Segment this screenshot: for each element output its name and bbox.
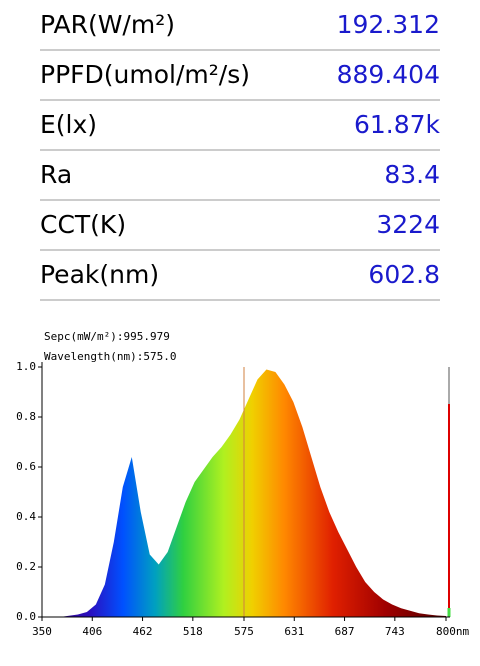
metric-label: E(lx) — [40, 110, 97, 139]
y-tick-label: 1.0 — [16, 360, 36, 373]
metric-value: 3224 — [376, 210, 440, 239]
metric-label: PAR(W/m²) — [40, 10, 175, 39]
y-tick-label: 0.4 — [16, 510, 36, 523]
metric-label: Peak(nm) — [40, 260, 159, 289]
x-tick-label: 575 — [234, 625, 254, 638]
annotation: Wavelength(nm):575.0 — [44, 350, 176, 363]
metric-value: 83.4 — [384, 160, 440, 189]
x-tick-label: 687 — [335, 625, 355, 638]
y-tick-label: 0.2 — [16, 560, 36, 573]
x-tick-label: 800nm — [436, 625, 469, 638]
y-tick-label: 0.8 — [16, 410, 36, 423]
metric-label: CCT(K) — [40, 210, 126, 239]
x-tick-label: 462 — [133, 625, 153, 638]
annotation: Sepc(mW/m²):995.979 — [44, 330, 170, 343]
x-tick-label: 743 — [385, 625, 405, 638]
spectrum-chart: Sepc(mW/m²):995.979 Wavelength(nm):575.0 0… — [16, 330, 469, 638]
metric-value: 602.8 — [368, 260, 440, 289]
metric-value: 889.404 — [337, 60, 440, 89]
x-tick-label: 350 — [32, 625, 52, 638]
metric-value: 192.312 — [337, 10, 440, 39]
y-tick-label: 0.6 — [16, 460, 36, 473]
metric-value: 61.87k — [354, 110, 441, 139]
x-tick-label: 518 — [183, 625, 203, 638]
y-tick-label: 0.0 — [16, 610, 36, 623]
measurement-table: PAR(W/m²) 192.312 PPFD(umol/m²/s) 889.404 E(… — [40, 10, 441, 301]
x-tick-label: 406 — [82, 625, 102, 638]
metric-label: Ra — [40, 160, 72, 189]
x-tick-label: 631 — [284, 625, 304, 638]
metric-label: PPFD(umol/m²/s) — [40, 60, 250, 89]
